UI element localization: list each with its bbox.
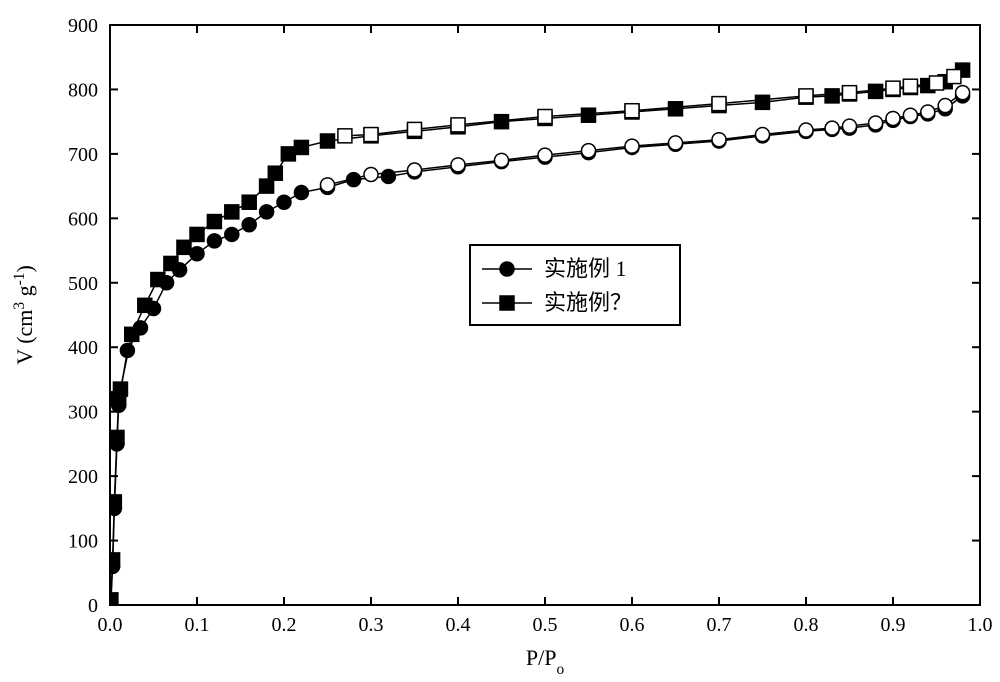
legend-label: 实施例？ [544, 290, 632, 315]
data-point-circle [712, 133, 726, 147]
data-point-square [225, 205, 239, 219]
plot-group [104, 63, 970, 609]
data-point-circle [190, 247, 204, 261]
data-point-square [947, 70, 961, 84]
data-point-circle [538, 148, 552, 162]
y-tick-label: 0 [88, 595, 98, 617]
data-point-circle [756, 128, 770, 142]
series-line [111, 96, 963, 602]
data-point-circle [903, 108, 917, 122]
x-tick-label: 0.8 [794, 614, 819, 636]
data-point-circle [294, 186, 308, 200]
data-point-circle [242, 218, 256, 232]
data-point-square [110, 430, 124, 444]
data-point-square [113, 382, 127, 396]
data-point-circle [408, 163, 422, 177]
data-point-square [338, 129, 352, 143]
y-tick-label: 300 [68, 402, 98, 424]
data-point-square [538, 110, 552, 124]
y-tick-label: 700 [68, 144, 98, 166]
data-point-square [268, 166, 282, 180]
data-point-square [364, 128, 378, 142]
data-point-square [294, 140, 308, 154]
data-point-square [756, 95, 770, 109]
data-point-square [799, 89, 813, 103]
data-point-circle [277, 195, 291, 209]
data-point-square [582, 108, 596, 122]
data-point-circle [843, 119, 857, 133]
x-tick-label: 0.3 [359, 614, 384, 636]
x-tick-label: 0.2 [272, 614, 297, 636]
data-point-circle [921, 105, 935, 119]
legend-label: 实施例 1 [544, 256, 627, 281]
series-line [111, 70, 963, 600]
x-tick-label: 0.9 [881, 614, 906, 636]
data-point-circle [886, 111, 900, 125]
data-point-circle [938, 99, 952, 113]
data-point-square [930, 76, 944, 90]
x-tick-label: 1.0 [968, 614, 993, 636]
y-tick-label: 100 [68, 531, 98, 553]
y-tick-label: 200 [68, 466, 98, 488]
data-point-square [903, 79, 917, 93]
legend-marker-circle [500, 262, 514, 276]
data-point-square [625, 104, 639, 118]
data-point-circle [799, 123, 813, 137]
data-point-circle [825, 121, 839, 135]
data-point-circle [260, 205, 274, 219]
data-point-square [242, 195, 256, 209]
x-tick-label: 0.6 [620, 614, 645, 636]
y-tick-label: 600 [68, 208, 98, 230]
data-point-square [886, 81, 900, 95]
y-tick-label: 400 [68, 337, 98, 359]
y-tick-label: 500 [68, 273, 98, 295]
data-point-square [164, 256, 178, 270]
data-point-square [177, 240, 191, 254]
data-point-circle [625, 139, 639, 153]
x-tick-label: 0.1 [185, 614, 210, 636]
data-point-square [260, 179, 274, 193]
data-point-square [843, 86, 857, 100]
data-point-circle [207, 234, 221, 248]
data-point-circle [451, 158, 465, 172]
data-point-square [451, 118, 465, 132]
data-point-circle [869, 116, 883, 130]
data-point-circle [495, 153, 509, 167]
data-point-square [408, 122, 422, 136]
data-point-circle [582, 144, 596, 158]
data-point-square [138, 298, 152, 312]
data-point-square [104, 593, 118, 607]
data-point-square [869, 84, 883, 98]
data-point-circle [225, 227, 239, 241]
y-tick-label: 800 [68, 79, 98, 101]
data-point-square [321, 134, 335, 148]
x-axis-label: P/Po [526, 645, 565, 678]
legend-marker-square [500, 296, 514, 310]
y-axis-label: V (cm3 g-1) [11, 265, 38, 365]
x-tick-label: 0.4 [446, 614, 471, 636]
x-tick-label: 0.5 [533, 614, 558, 636]
data-point-square [712, 97, 726, 111]
chart-svg: 0.0 0.1 0.2 0.3 0.4 0.5 0.6 0.7 0.8 0.9 1.0 0 100 200… [0, 0, 1000, 682]
data-point-square [125, 327, 139, 341]
data-point-square [825, 89, 839, 103]
data-point-circle [669, 136, 683, 150]
data-point-square [281, 147, 295, 161]
x-tick-label: 0.7 [707, 614, 732, 636]
data-point-square [669, 102, 683, 116]
data-point-square [106, 553, 120, 567]
data-point-circle [364, 168, 378, 182]
data-point-circle [321, 178, 335, 192]
y-tick-label: 900 [68, 15, 98, 37]
data-point-square [190, 227, 204, 241]
data-point-square [151, 273, 165, 287]
adsorption-isotherm-chart: 0.0 0.1 0.2 0.3 0.4 0.5 0.6 0.7 0.8 0.9 1.0 0 100 200… [0, 0, 1000, 682]
x-tick-label: 0.0 [98, 614, 123, 636]
data-point-circle [956, 86, 970, 100]
data-point-square [207, 215, 221, 229]
